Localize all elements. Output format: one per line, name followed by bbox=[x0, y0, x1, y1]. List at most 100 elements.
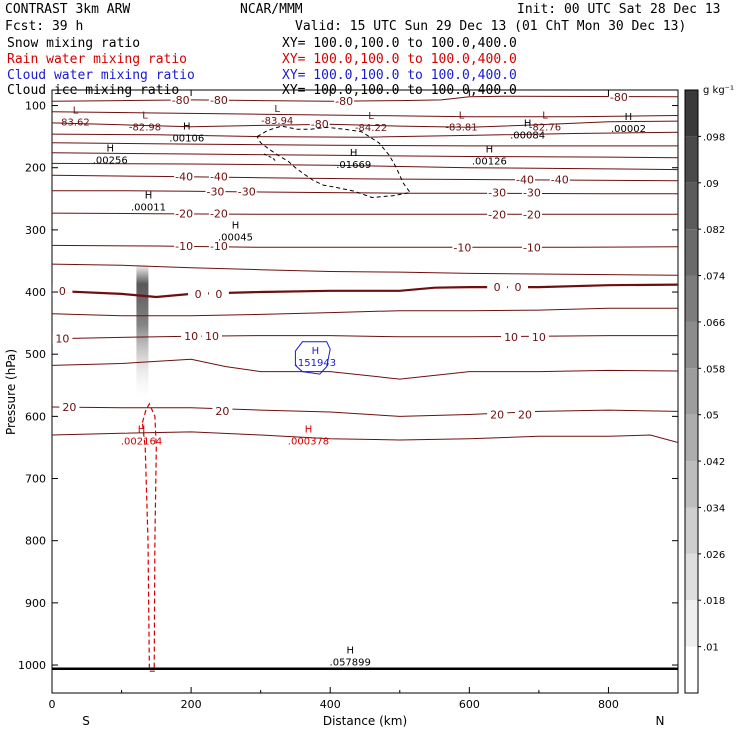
contour-label-bg bbox=[487, 281, 508, 294]
contour-label: -40 bbox=[175, 170, 193, 183]
colorbar-frame bbox=[684, 89, 699, 694]
contour-label: 10 bbox=[205, 330, 219, 343]
extremum-value: 83.62 bbox=[61, 117, 90, 128]
extremum-H-marker: H bbox=[106, 143, 114, 154]
extremum-value: .00011 bbox=[131, 203, 166, 214]
temperature-contour-0 bbox=[52, 95, 678, 102]
colorbar-tick-label: .034 bbox=[703, 503, 725, 514]
extremum-H-marker: H bbox=[346, 646, 354, 657]
cloud-water-contour bbox=[294, 341, 331, 375]
temperature-contour-14 bbox=[52, 335, 678, 340]
extremum-value: .000378 bbox=[288, 436, 329, 447]
colorbar-tick-label: .05 bbox=[703, 411, 719, 422]
contour-label: 20 bbox=[490, 409, 504, 422]
temperature-contour-9 bbox=[52, 212, 678, 215]
contour-label: -30 bbox=[488, 187, 506, 200]
extremum-value: -83.81 bbox=[445, 122, 477, 133]
contour-label-bg bbox=[501, 330, 522, 343]
contour-label: -80 bbox=[610, 91, 628, 104]
plot-frame bbox=[51, 89, 679, 694]
contour-label-bg bbox=[174, 207, 195, 220]
contour-label: -80 bbox=[335, 95, 353, 108]
temperature-contour-17 bbox=[52, 431, 678, 443]
contour-label-bg bbox=[174, 240, 195, 253]
colorbar-segment bbox=[685, 321, 698, 369]
chart-title: CONTRAST 3km ARW bbox=[5, 2, 130, 17]
field-label-snow: Snow mixing ratio bbox=[7, 36, 140, 51]
colorbar-tick-label: .074 bbox=[703, 272, 725, 283]
contour-label-bg bbox=[208, 240, 229, 253]
contour-label: -20 bbox=[523, 208, 541, 221]
temperature-contour-11 bbox=[52, 263, 678, 276]
contour-label-bg bbox=[208, 207, 229, 220]
colorbar-tick-label: .018 bbox=[703, 596, 725, 607]
temperature-contour-13 bbox=[52, 307, 678, 317]
contour-label: 0 bbox=[515, 281, 522, 294]
colorbar-segment bbox=[685, 275, 698, 322]
temperature-contour-16 bbox=[52, 406, 678, 417]
contour-label-bg bbox=[487, 186, 508, 199]
extremum-value: .00084 bbox=[510, 130, 545, 141]
contour-label-bg bbox=[208, 170, 229, 183]
init-time: Init: 00 UTC Sat 28 Dec 13 bbox=[517, 2, 721, 17]
forecast-hour: Fcst: 39 h bbox=[5, 19, 83, 34]
extremum-H-marker: H bbox=[305, 424, 313, 435]
temperature-contour-10 bbox=[52, 244, 678, 248]
extremum-value: .00126 bbox=[472, 157, 507, 168]
contour-label-bg bbox=[52, 332, 73, 345]
colorbar-segment bbox=[685, 461, 698, 508]
contour-label: 10 bbox=[532, 331, 546, 344]
contour-label-bg bbox=[236, 185, 257, 198]
colorbar-tick-label: .09 bbox=[703, 179, 719, 190]
contour-label: 10 bbox=[55, 333, 69, 346]
extremum-value: .00256 bbox=[93, 155, 128, 166]
x-tick-label: 200 bbox=[181, 698, 202, 711]
colorbar-segment bbox=[685, 600, 698, 647]
contour-label-bg bbox=[521, 208, 542, 221]
field-xy-rain: XY= 100.0,100.0 to 100.0,400.0 bbox=[282, 52, 517, 67]
contour-label: -30 bbox=[238, 185, 256, 198]
extremum-H-marker: H bbox=[312, 346, 320, 357]
extremum-H-marker: H bbox=[350, 148, 358, 159]
y-tick-label: 300 bbox=[25, 224, 46, 237]
extremum-L-marker: L bbox=[542, 110, 548, 121]
temperature-contour-15 bbox=[52, 358, 678, 380]
extremum-H-marker: H bbox=[625, 112, 633, 123]
colorbar-segment bbox=[685, 646, 698, 693]
x-tick-label: 800 bbox=[598, 698, 619, 711]
contour-label: -10 bbox=[453, 241, 471, 254]
contour-label: -20 bbox=[488, 208, 506, 221]
contour-label: -30 bbox=[523, 187, 541, 200]
contour-label: -30 bbox=[206, 185, 224, 198]
extremum-H-marker: H bbox=[183, 122, 191, 133]
y-tick-label: 400 bbox=[25, 286, 46, 299]
temperature-contour-4 bbox=[52, 142, 678, 147]
x-end-label-left: S bbox=[82, 714, 90, 728]
field-xy-cloud-water: XY= 100.0,100.0 to 100.0,400.0 bbox=[282, 68, 517, 83]
contour-label-bg bbox=[608, 90, 629, 103]
contour-label: -40 bbox=[551, 174, 569, 187]
contour-label-bg bbox=[514, 408, 535, 421]
contour-label-bg bbox=[59, 401, 80, 414]
extremum-L-marker: L bbox=[368, 111, 374, 122]
model-center: NCAR/MMM bbox=[240, 2, 303, 17]
colorbar-segment bbox=[685, 182, 698, 230]
contour-label: -40 bbox=[210, 170, 228, 183]
contour-label: 0 bbox=[59, 285, 66, 298]
extremum-H-marker: H bbox=[486, 145, 494, 156]
contour-label: 0 bbox=[215, 288, 222, 301]
contour-label: -80 bbox=[210, 94, 228, 107]
contour-label: 0 bbox=[494, 281, 501, 294]
contour-label-bg bbox=[201, 330, 222, 343]
extremum-value: -82.98 bbox=[129, 122, 161, 133]
colorbar-tick-label: .066 bbox=[703, 318, 725, 329]
colorbar-segment bbox=[685, 229, 698, 276]
extremum-H-marker: H bbox=[232, 220, 240, 231]
extremum-value: -82.76 bbox=[529, 122, 561, 133]
y-tick-label: 800 bbox=[25, 535, 46, 548]
contour-label: -80 bbox=[172, 94, 190, 107]
contour-label: 20 bbox=[62, 401, 76, 414]
contour-label: -20 bbox=[210, 208, 228, 221]
contour-label-bg bbox=[514, 173, 535, 186]
extremum-L-marker: L bbox=[142, 110, 148, 121]
